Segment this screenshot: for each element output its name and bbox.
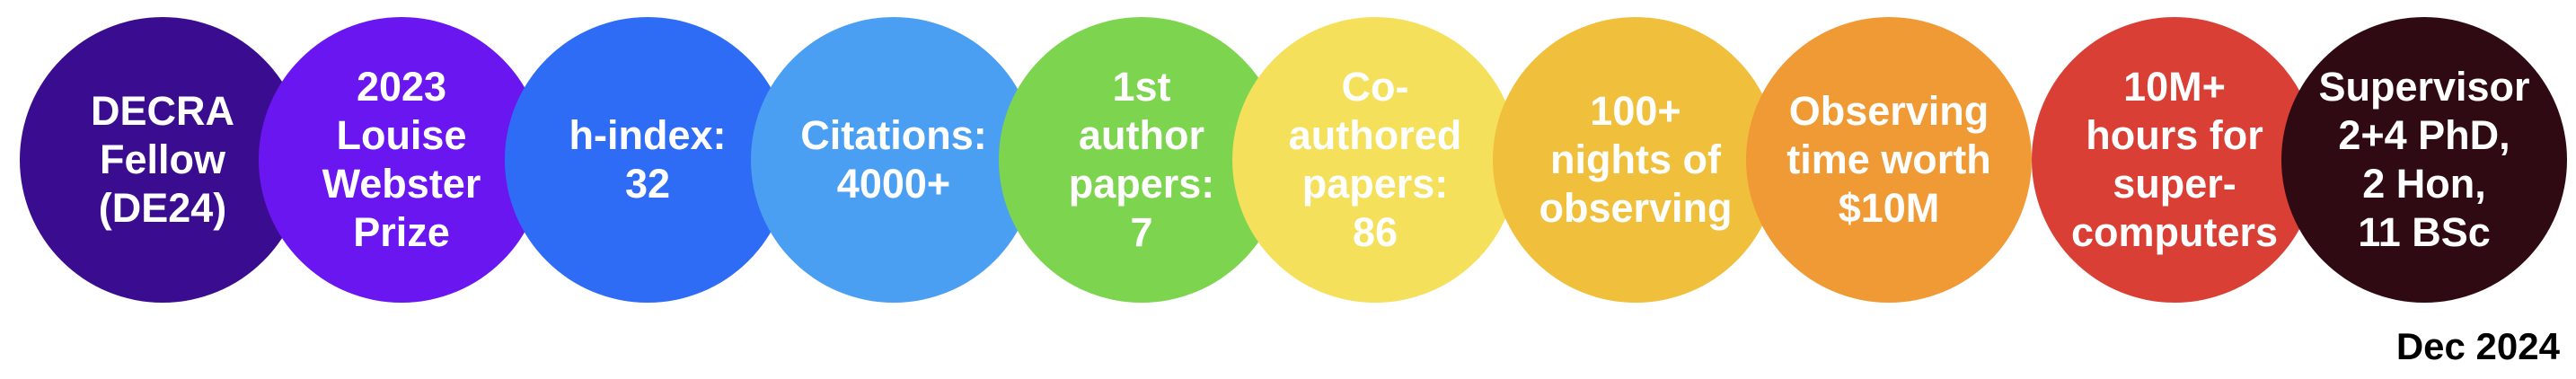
circle-text: Citations: 4000+ xyxy=(800,111,987,208)
circle-line: super- xyxy=(2113,161,2236,207)
circle-line: 100+ xyxy=(1590,88,1681,134)
circle-line: 2 Hon, xyxy=(2362,161,2486,207)
circle-nights-observing: 100+ nights of observing xyxy=(1493,17,1778,303)
circle-coauthored-papers: Co- authored papers: 86 xyxy=(1232,17,1518,303)
circle-line: time worth xyxy=(1786,137,1991,182)
circle-text: Observing time worth $10M xyxy=(1786,87,1991,233)
circle-decra-fellow: DECRA Fellow (DE24) xyxy=(20,17,305,303)
circle-line: hours for xyxy=(2086,112,2263,158)
circle-line: h-index: xyxy=(569,112,727,158)
circle-observing-time: Observing time worth $10M xyxy=(1746,17,2032,303)
date-label: Dec 2024 xyxy=(2395,325,2560,367)
circle-line: Co- xyxy=(1341,64,1409,110)
circle-line: (DE24) xyxy=(98,185,227,231)
circle-line: 4000+ xyxy=(836,161,951,207)
circle-line: 11 BSc xyxy=(2358,209,2491,255)
circle-supervisor: Supervisor 2+4 PhD, 2 Hon, 11 BSc xyxy=(2281,17,2567,303)
circle-h-index: h-index: 32 xyxy=(505,17,790,303)
circle-line: Louise xyxy=(336,112,467,158)
circle-text: Supervisor 2+4 PhD, 2 Hon, 11 BSc xyxy=(2318,63,2529,257)
circle-line: Webster xyxy=(322,161,481,207)
circle-supercomputer-hours: 10M+ hours for super- computers xyxy=(2032,17,2317,303)
circle-line: papers: xyxy=(1068,161,1215,207)
circle-text: DECRA Fellow (DE24) xyxy=(91,87,234,233)
circle-text: 100+ nights of observing xyxy=(1539,87,1732,233)
achievement-circles-strip: DECRA Fellow (DE24) 2023 Louise Webster … xyxy=(20,17,2567,303)
circle-line: Supervisor xyxy=(2318,64,2530,110)
circle-line: 2023 xyxy=(356,64,447,110)
circle-line: Fellow xyxy=(99,137,225,182)
circle-line: DECRA xyxy=(90,88,234,134)
circle-text: 10M+ hours for super- computers xyxy=(2071,63,2278,257)
circle-text: Co- authored papers: 86 xyxy=(1289,63,1462,257)
circle-line: 32 xyxy=(624,161,671,207)
circle-line: papers: xyxy=(1301,161,1449,207)
circle-line: computers xyxy=(2070,209,2279,255)
circle-first-author-papers: 1st author papers: 7 xyxy=(999,17,1284,303)
circle-text: 2023 Louise Webster Prize xyxy=(322,63,481,257)
circle-line: Prize xyxy=(353,209,450,255)
circle-line: 86 xyxy=(1352,209,1398,255)
circle-line: observing xyxy=(1539,185,1733,231)
circle-line: 1st xyxy=(1112,64,1171,110)
circle-line: 7 xyxy=(1130,209,1153,255)
circle-line: author xyxy=(1079,112,1204,158)
circle-line: 10M+ xyxy=(2123,64,2226,110)
circle-text: 1st author papers: 7 xyxy=(1069,63,1215,257)
circle-text: h-index: 32 xyxy=(569,111,727,208)
circle-line: authored xyxy=(1288,112,1462,158)
circle-line: 2+4 PhD, xyxy=(2338,112,2510,158)
circle-citations: Citations: 4000+ xyxy=(751,17,1037,303)
circle-louise-webster-prize: 2023 Louise Webster Prize xyxy=(259,17,544,303)
circle-line: nights of xyxy=(1550,137,1721,182)
circle-line: Citations: xyxy=(800,112,987,158)
circle-line: $10M xyxy=(1838,185,1940,231)
circle-line: Observing xyxy=(1788,88,1989,134)
